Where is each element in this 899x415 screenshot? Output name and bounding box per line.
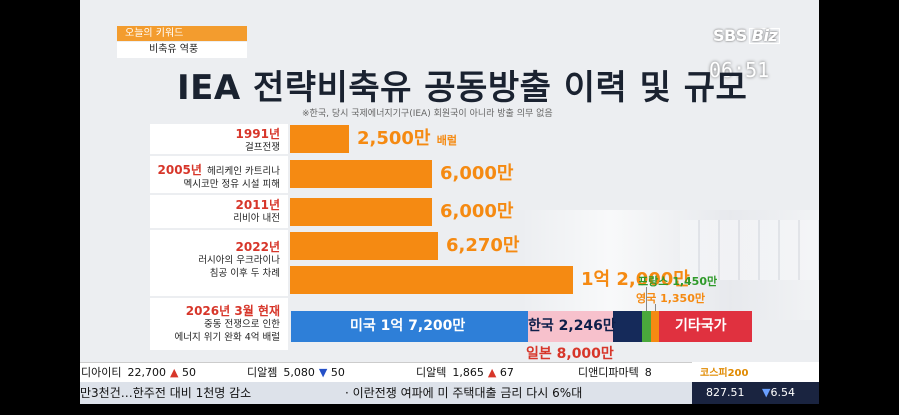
row-label-2026: 2026년 3월 현재 중동 전쟁으로 인한 에너지 위기 완화 4억 배럴 [150, 305, 280, 344]
keyword-topic: 비축유 역풍 [117, 42, 247, 58]
down-arrow-icon: ▼ [318, 366, 328, 379]
page-title: IEA 전략비축유 공동방출 이력 및 규모 [177, 68, 748, 108]
france-connector [646, 287, 647, 311]
label-uk: 영국 1,350만 [636, 292, 705, 305]
ticker-item: 디알젬 5,080 ▼ 50 [247, 366, 345, 379]
index-value-panel: 827.51 ▼6.54 [692, 382, 819, 404]
segment-japan [528, 311, 613, 342]
ticker-item: 디앤디파마텍 8 [578, 366, 652, 379]
label-separator [150, 154, 288, 156]
stock-ticker: 디아이티 22,700 ▲ 50 디알젬 5,080 ▼ 50 디알텍 1,865 ▲ 67… [80, 362, 819, 383]
label-france: 프랑스 1,450만 [638, 275, 718, 288]
label-separator [150, 193, 288, 195]
bar-value-2005: 6,000만 [440, 163, 514, 184]
ticker-item: 디알텍 1,865 ▲ 67 [416, 366, 514, 379]
row-event: 리비아 내전 [233, 213, 280, 224]
segment-france [642, 311, 651, 342]
up-arrow-icon: ▲ [487, 366, 497, 379]
bar-2011 [290, 198, 432, 226]
row-year: 2005년 [157, 163, 202, 177]
logo-sub: Biz [748, 28, 781, 44]
bar-2022-a [290, 232, 438, 260]
row-label-2011: 2011년 리비아 내전 [150, 199, 280, 225]
index-change: ▼6.54 [762, 386, 795, 399]
label-us: 미국 1억 7,200만 [350, 318, 466, 334]
label-column [150, 124, 288, 350]
row-year: 1991년 [235, 127, 280, 141]
index-value: 827.51 [706, 386, 745, 399]
bar-2005 [290, 160, 432, 188]
row-label-1991: 1991년 걸프전쟁 [150, 128, 280, 154]
footnote: ※한국, 당시 국제에너지기구(IEA) 회원국이 아니라 방출 의무 없음 [302, 109, 553, 119]
row-event: 걸프전쟁 [245, 142, 280, 153]
bar-value-2022-b: 1억 2,000만 [581, 269, 690, 290]
segment-other [659, 311, 752, 342]
row-year: 2022년 [235, 240, 280, 254]
bar-unit: 배럴 [436, 134, 458, 147]
row-event: 멕시코만 정유 시설 피해 [183, 179, 280, 190]
video-frame: 오늘의 키워드 비축유 역풍 SBS Biz 06:51 IEA 전략비축유 공동… [80, 0, 819, 415]
bar-1991 [290, 125, 349, 153]
bar-value-2022-a: 6,270만 [446, 235, 520, 256]
segment-uk [651, 311, 659, 342]
bar-value-1991: 2,500만 배럴 [357, 128, 458, 149]
up-arrow-icon: ▲ [169, 366, 179, 379]
row-label-2005: 2005년 헤리케인 카트리나 멕시코만 정유 시설 피해 [150, 162, 281, 191]
bar-value-2011: 6,000만 [440, 201, 514, 222]
row-year: 2011년 [235, 198, 280, 212]
news-item: 만3천건…한주전 대비 1천명 감소 [80, 386, 252, 400]
label-japan: 일본 8,000만 [526, 346, 614, 362]
bar-2022-b [290, 266, 573, 294]
current-event: 중동 전쟁으로 인한 [204, 319, 280, 330]
segment-us [291, 311, 528, 342]
broadcast-screen: 오늘의 키워드 비축유 역풍 SBS Biz 06:51 IEA 전략비축유 공동… [80, 0, 819, 377]
label-korea: 한국 2,246만 [528, 318, 616, 334]
uk-connector [655, 304, 656, 311]
ticker-item: 디아이티 22,700 ▲ 50 [81, 366, 196, 379]
broadcaster-logo: SBS Biz [713, 26, 781, 45]
current-event-2: 에너지 위기 완화 4억 배럴 [174, 332, 280, 343]
row-event-2: 침공 이후 두 차례 [209, 268, 280, 279]
background-decoration-keys [680, 220, 819, 280]
label-separator [150, 228, 288, 230]
news-item: · 이란전쟁 여파에 미 주택대출 금리 다시 6%대 [345, 386, 583, 400]
label-other: 기타국가 [675, 318, 727, 334]
news-crawl: 만3천건…한주전 대비 1천명 감소 · 이란전쟁 여파에 미 주택대출 금리 … [80, 382, 692, 404]
current-date: 2026년 3월 현재 [185, 304, 280, 318]
row-label-2022: 2022년 러시아의 우크라이나 침공 이후 두 차례 [150, 241, 280, 280]
keyword-header: 오늘의 키워드 [117, 26, 247, 41]
index-panel [692, 362, 819, 382]
index-name: 코스피200 [700, 368, 749, 379]
down-arrow-icon: ▼ [762, 386, 771, 399]
row-event: 러시아의 우크라이나 [198, 255, 280, 266]
label-separator [150, 296, 288, 298]
segment-korea [613, 311, 642, 342]
logo-main: SBS [713, 26, 747, 45]
broadcast-clock: 06:51 [709, 58, 770, 82]
row-event-inline: 헤리케인 카트리나 [207, 166, 280, 177]
